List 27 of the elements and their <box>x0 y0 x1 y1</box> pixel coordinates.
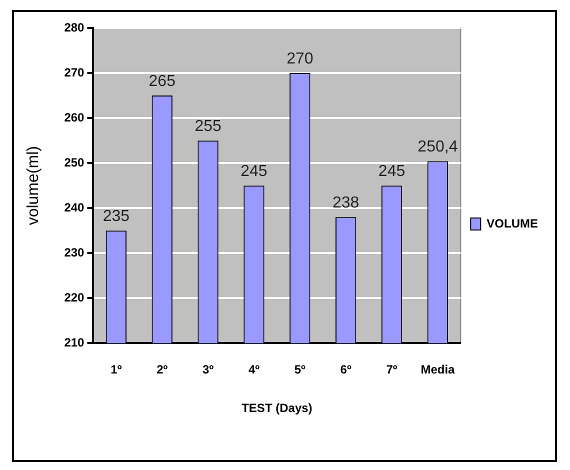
y-tick-label: 260 <box>64 110 85 124</box>
x-tick-label: 1º <box>110 362 122 377</box>
x-tick-label: 5º <box>294 362 306 377</box>
y-tick-label: 210 <box>64 336 85 350</box>
y-axis-title: volume(ml) <box>25 146 42 226</box>
y-tick-label: 250 <box>64 155 85 170</box>
x-tick-label: 2º <box>156 362 168 377</box>
x-tick-label: Media <box>420 362 456 377</box>
x-tick-label: 4º <box>248 362 260 377</box>
data-label: 245 <box>378 163 406 180</box>
data-label: 265 <box>148 72 176 90</box>
x-axis-title: TEST (Days) <box>242 401 312 416</box>
y-tick-label: 230 <box>64 245 85 260</box>
data-label: 250,4 <box>418 138 458 156</box>
data-label: 238 <box>332 194 360 212</box>
y-tick-label: 270 <box>64 65 85 80</box>
data-label: 255 <box>194 118 222 135</box>
legend-label: VOLUME <box>486 216 538 230</box>
y-tick-label: 220 <box>64 290 85 304</box>
x-tick-label: 3º <box>202 362 214 377</box>
y-tick-label: 240 <box>64 200 85 214</box>
x-tick-label: 7º <box>386 362 398 377</box>
data-label: 245 <box>240 163 268 180</box>
data-label: 235 <box>102 208 130 226</box>
x-tick-label: 6º <box>340 362 352 377</box>
y-tick-label: 280 <box>64 20 85 34</box>
data-label: 270 <box>286 50 314 68</box>
